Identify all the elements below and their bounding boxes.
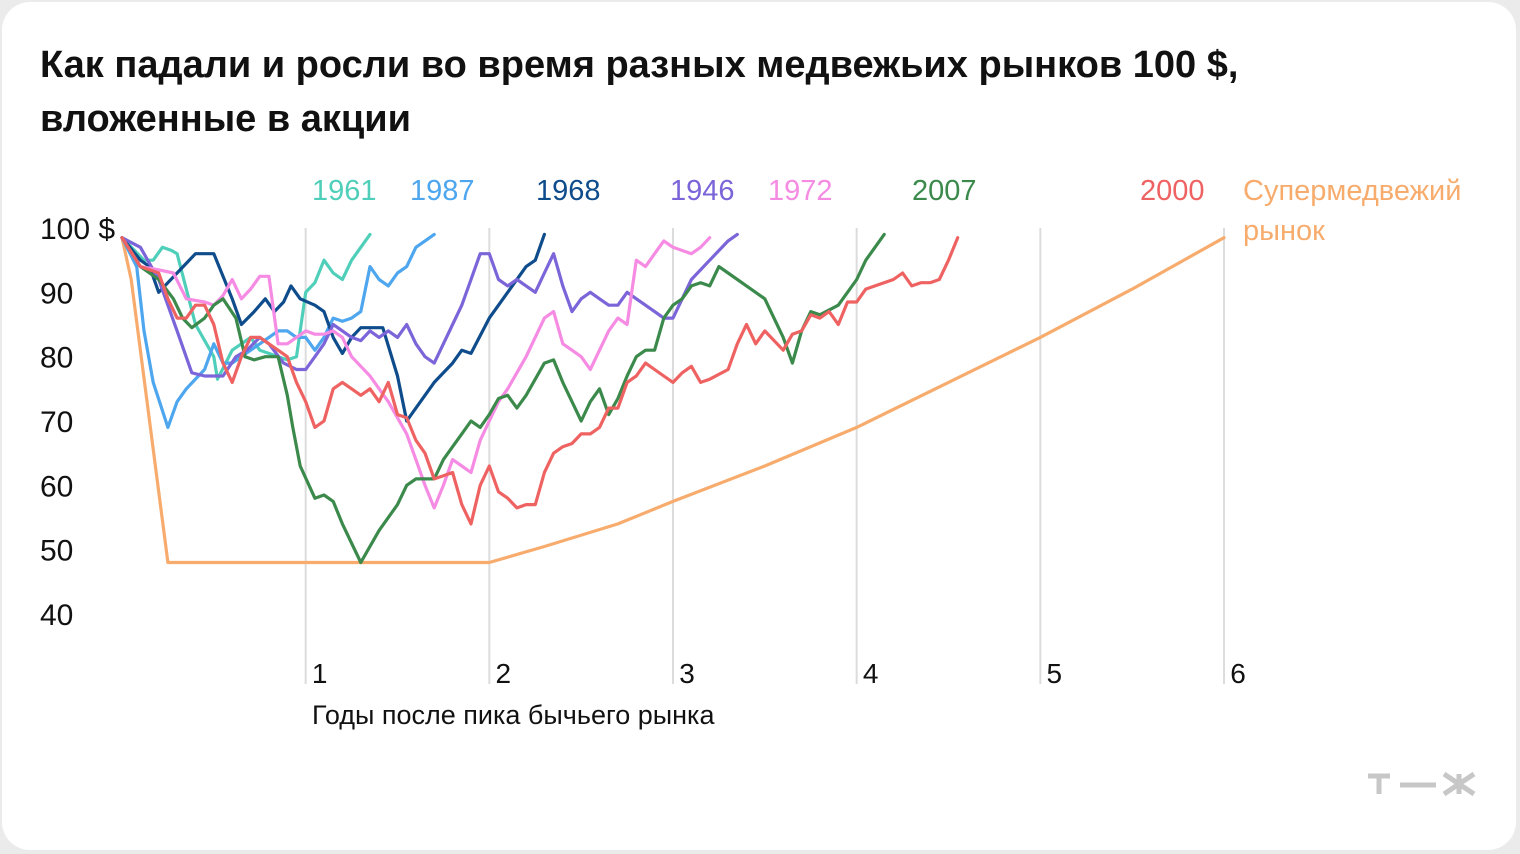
series-label-supermedvezhiy: Супермедвежий рынок bbox=[1243, 175, 1461, 247]
y-axis-ticks: 100 $ 90 80 70 60 50 40 bbox=[40, 213, 115, 632]
x-tick-label: 4 bbox=[863, 658, 879, 689]
grid-lines bbox=[304, 228, 1225, 684]
series-line-1968 bbox=[120, 232, 546, 423]
y-tick-label: 90 bbox=[40, 277, 73, 310]
series-label-2007: 2007 bbox=[912, 175, 977, 207]
series-label-1946: 1946 bbox=[670, 175, 735, 207]
series-line-1961 bbox=[120, 232, 372, 381]
x-axis-ticks: 1 2 3 4 5 6 bbox=[312, 658, 1246, 689]
series-line-1987 bbox=[120, 232, 436, 429]
x-tick-label: 3 bbox=[679, 658, 695, 689]
series-label-1968: 1968 bbox=[536, 175, 601, 207]
x-tick-label: 5 bbox=[1047, 658, 1063, 689]
y-tick-label: 80 bbox=[40, 342, 73, 375]
y-tick-label: 40 bbox=[40, 599, 73, 632]
brand-logo bbox=[1368, 771, 1476, 797]
x-tick-label: 1 bbox=[312, 658, 328, 689]
series-label-1961: 1961 bbox=[312, 175, 377, 207]
y-tick-label: 60 bbox=[40, 470, 73, 503]
x-axis-label: Годы после пика бычьего рынка bbox=[312, 700, 715, 730]
y-tick-label: 70 bbox=[40, 406, 73, 439]
x-tick-label: 6 bbox=[1230, 658, 1246, 689]
series-line-2007 bbox=[120, 232, 886, 565]
series-line-2000 bbox=[120, 236, 960, 526]
series-line-supermedvezhiy bbox=[120, 236, 1226, 565]
y-tick-label: 100 $ bbox=[40, 213, 115, 246]
series-label-1972: 1972 bbox=[768, 175, 833, 207]
y-tick-label: 50 bbox=[40, 535, 73, 568]
series-label-2000: 2000 bbox=[1140, 175, 1205, 207]
x-tick-label: 2 bbox=[496, 658, 512, 689]
series-labels: Супермедвежий рынок 1961 1987 1968 1946 1972 20… bbox=[312, 175, 1461, 247]
series-lines bbox=[120, 232, 1226, 565]
series-line-1972 bbox=[120, 236, 712, 510]
chart-title: Как падали и росли во время разных медве… bbox=[40, 44, 1239, 140]
series-label-1987: 1987 bbox=[410, 175, 475, 207]
